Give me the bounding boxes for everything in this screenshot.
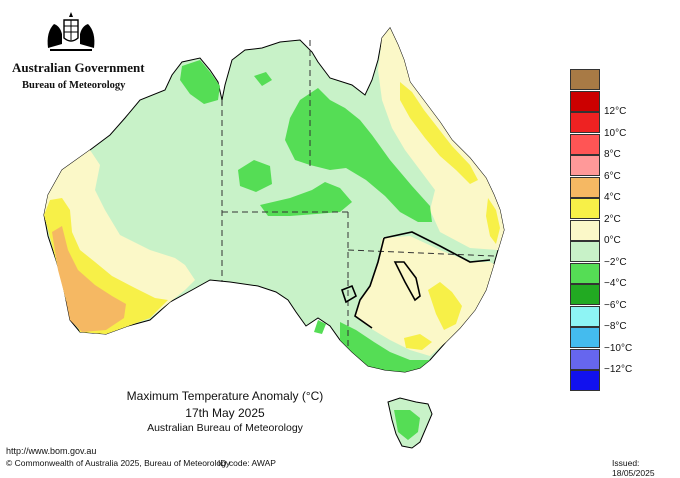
legend-label: −2°C	[604, 256, 627, 268]
map-title: Maximum Temperature Anomaly (°C)	[126, 389, 324, 403]
org-title: Australian Government	[12, 60, 145, 75]
legend-swatch	[570, 198, 600, 219]
legend-swatch	[570, 155, 600, 176]
zone-2to4-se	[428, 282, 462, 330]
state-borders	[221, 40, 495, 350]
bom-url-link[interactable]: http://www.bom.gov.au	[6, 446, 97, 456]
legend-swatch	[570, 305, 600, 327]
legend-swatch	[570, 284, 600, 305]
zone-2to4-ne	[486, 198, 500, 244]
anomaly-map	[43, 27, 505, 449]
zone-0to2-se	[355, 236, 494, 356]
legend-label: 8°C	[604, 149, 621, 160]
copyright-text: © Commonwealth of Australia 2025, Bureau…	[6, 458, 231, 468]
zone-n4to2-arnhem	[254, 72, 272, 86]
legend-label: −8°C	[604, 321, 627, 332]
legend-label: −6°C	[604, 299, 627, 311]
legend-swatch	[570, 112, 600, 133]
legend-swatch	[570, 370, 600, 391]
zone-2to4-east	[400, 82, 478, 184]
legend-label: 0°C	[604, 235, 621, 246]
legend-label: 2°C	[604, 213, 621, 225]
legend-swatch	[570, 176, 600, 198]
legend-swatch	[570, 133, 600, 155]
tasmania-green	[394, 410, 420, 440]
legend-swatch	[570, 90, 600, 112]
legend-label: −12°C	[604, 364, 633, 375]
legend-swatch	[570, 241, 600, 262]
zone-n4to2-mid	[260, 182, 352, 216]
issued-date: Issued: 18/05/2025	[612, 458, 655, 478]
zero-contours	[341, 231, 491, 329]
map-source: Australian Bureau of Meteorology	[147, 422, 303, 434]
zone-n4to2-topend	[180, 60, 220, 104]
legend-label: 6°C	[604, 170, 621, 182]
map-date: 17th May 2025	[185, 406, 265, 420]
legend-label: 12°C	[604, 106, 627, 117]
zone-n4to2-south	[340, 322, 430, 372]
zone-n4to2-west	[238, 160, 272, 192]
legend-swatch	[570, 219, 600, 241]
legend-label: 4°C	[604, 192, 621, 203]
dept-title: Bureau of Meteorology	[22, 80, 126, 91]
coat-of-arms-icon	[47, 12, 95, 51]
legend-swatch	[570, 327, 600, 348]
legend-label: −10°C	[604, 342, 633, 354]
zone-n4to2-gulf	[314, 320, 326, 334]
legend-swatch	[570, 262, 600, 284]
zone-n4to2-centre	[285, 88, 432, 222]
legend-swatch	[570, 69, 600, 90]
legend-label: −4°C	[604, 278, 627, 289]
zone-4to6-sw	[52, 226, 126, 332]
legend-label: 10°C	[604, 127, 627, 139]
legend-swatch	[570, 348, 600, 370]
id-code: ID code: AWAP	[218, 458, 276, 468]
zone-2to4-vic	[404, 334, 432, 350]
